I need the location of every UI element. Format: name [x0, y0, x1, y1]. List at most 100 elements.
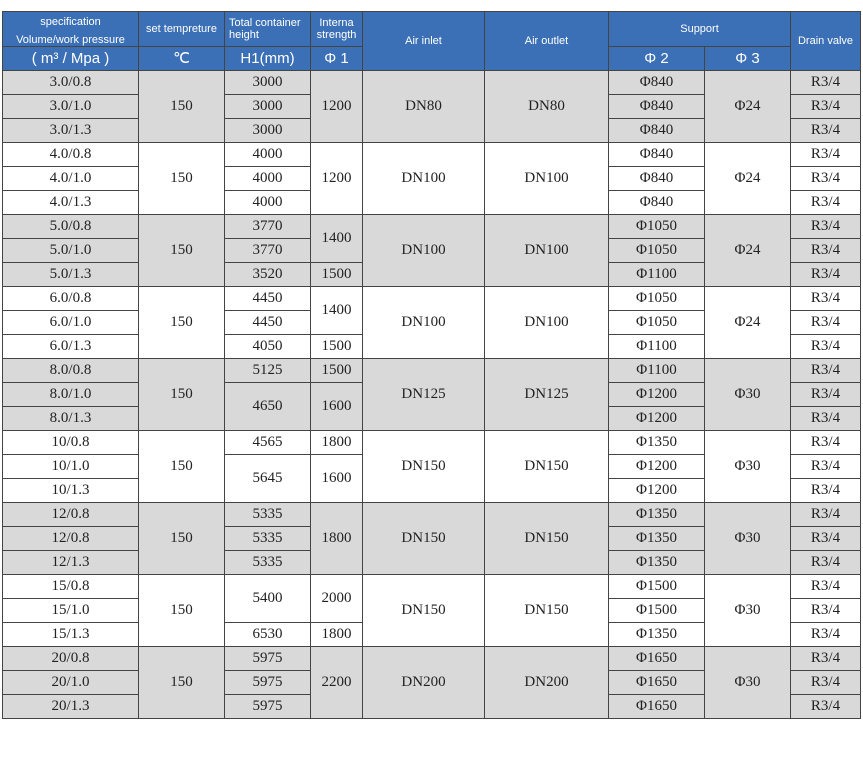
strength-cell: 1400 — [310, 286, 363, 335]
height-cell: 3000 — [224, 70, 311, 95]
support-phi3-cell: Φ30 — [704, 574, 791, 647]
strength-cell: 1800 — [310, 430, 363, 455]
spec-table: specification Volume/work pressure set t… — [2, 11, 861, 719]
table-row: 15/1.3 6530 1800 Φ1350 R3/4 — [2, 622, 861, 647]
spec-header-title: specification — [40, 16, 101, 28]
temperature-cell: 150 — [138, 646, 225, 719]
drain-valve-cell: R3/4 — [790, 526, 861, 551]
air-inlet-cell: DN100 — [362, 142, 485, 215]
support-phi2-cell: Φ840 — [608, 166, 705, 191]
height-cell: 4000 — [224, 190, 311, 215]
air-inlet-cell: DN100 — [362, 286, 485, 359]
air-outlet-cell: DN150 — [484, 502, 609, 575]
height-cell: 4565 — [224, 430, 311, 455]
height-unit: H1(mm) — [224, 46, 311, 71]
height-cell: 4650 — [224, 382, 311, 431]
table-row: 8.0/0.8 150 5125 1500 DN125 DN125 Φ1100 Φ30 R3/4 — [2, 358, 861, 431]
support-phi2-cell: Φ1200 — [608, 382, 705, 407]
support-phi2-cell: Φ1050 — [608, 214, 705, 239]
support-phi2-cell: Φ1350 — [608, 550, 705, 575]
spec-cell: 12/0.8 — [2, 502, 139, 527]
table-row: 12/0.8 5335 Φ1350 R3/4 — [2, 526, 861, 551]
strength-cell: 1500 — [310, 334, 363, 359]
spec-cell: 12/0.8 — [2, 526, 139, 551]
support-phi2-cell: Φ1200 — [608, 478, 705, 503]
support-phi3-cell: Φ30 — [704, 502, 791, 575]
support-phi2-cell: Φ1100 — [608, 334, 705, 359]
air-inlet-cell: DN200 — [362, 646, 485, 719]
support-phi2-cell: Φ840 — [608, 94, 705, 119]
drain-valve-header: Drain valve — [790, 11, 861, 71]
support-phi3-cell: Φ24 — [704, 214, 791, 287]
spec-header-subtitle: Volume/work pressure — [16, 34, 125, 46]
height-cell: 5975 — [224, 694, 311, 719]
height-cell: 5400 — [224, 574, 311, 623]
drain-valve-cell: R3/4 — [790, 286, 861, 311]
spec-cell: 12/1.3 — [2, 550, 139, 575]
air-outlet-header: Air outlet — [484, 11, 609, 71]
support-phi2-cell: Φ1050 — [608, 310, 705, 335]
spec-cell: 10/1.0 — [2, 454, 139, 479]
height-cell: 3770 — [224, 238, 311, 263]
height-cell: 5125 — [224, 358, 311, 383]
support-phi3-header: Φ 3 — [704, 46, 791, 71]
strength-cell: 1200 — [310, 70, 363, 143]
support-phi2-cell: Φ1100 — [608, 262, 705, 287]
support-phi2-cell: Φ1200 — [608, 406, 705, 431]
support-phi3-cell: Φ24 — [704, 286, 791, 359]
air-inlet-cell: DN150 — [362, 430, 485, 503]
height-cell: 4050 — [224, 334, 311, 359]
support-phi3-cell: Φ30 — [704, 646, 791, 719]
drain-valve-cell: R3/4 — [790, 214, 861, 239]
air-outlet-cell: DN200 — [484, 646, 609, 719]
temperature-header: set tempreture — [138, 11, 225, 47]
height-cell: 4000 — [224, 166, 311, 191]
table-row: 20/0.8 150 5975 2200 DN200 DN200 Φ1650 Φ30 R3/4 — [2, 646, 861, 719]
spec-cell: 15/1.3 — [2, 622, 139, 647]
air-outlet-cell: DN100 — [484, 142, 609, 215]
air-inlet-cell: DN100 — [362, 214, 485, 287]
support-phi3-cell: Φ30 — [704, 358, 791, 431]
air-outlet-cell: DN150 — [484, 574, 609, 647]
height-cell: 3000 — [224, 94, 311, 119]
support-phi2-cell: Φ1350 — [608, 622, 705, 647]
table-row: 6.0/1.3 4050 1500 Φ1100 R3/4 — [2, 334, 861, 359]
support-phi2-cell: Φ1050 — [608, 286, 705, 311]
air-outlet-cell: DN150 — [484, 430, 609, 503]
drain-valve-cell: R3/4 — [790, 622, 861, 647]
support-phi3-cell: Φ30 — [704, 430, 791, 503]
height-cell: 6530 — [224, 622, 311, 647]
drain-valve-cell: R3/4 — [790, 310, 861, 335]
support-phi2-cell: Φ1050 — [608, 238, 705, 263]
support-phi2-cell: Φ1650 — [608, 670, 705, 695]
height-cell: 3520 — [224, 262, 311, 287]
support-phi3-cell: Φ24 — [704, 142, 791, 215]
drain-valve-cell: R3/4 — [790, 478, 861, 503]
temperature-cell: 150 — [138, 502, 225, 575]
spec-cell: 4.0/0.8 — [2, 142, 139, 167]
spec-cell: 8.0/1.0 — [2, 382, 139, 407]
drain-valve-cell: R3/4 — [790, 70, 861, 95]
drain-valve-cell: R3/4 — [790, 430, 861, 455]
spec-cell: 3.0/0.8 — [2, 70, 139, 95]
spec-cell: 8.0/1.3 — [2, 406, 139, 431]
drain-valve-cell: R3/4 — [790, 142, 861, 167]
table-row: 4.0/1.0 4000 Φ840 R3/4 — [2, 166, 861, 191]
temperature-unit: ℃ — [138, 46, 225, 71]
support-phi2-cell: Φ840 — [608, 190, 705, 215]
drain-valve-cell: R3/4 — [790, 694, 861, 719]
support-header: Support — [608, 11, 791, 47]
temperature-cell: 150 — [138, 70, 225, 143]
table-row: 3.0/1.0 3000 Φ840 R3/4 — [2, 94, 861, 119]
table-row: 5.0/0.8 150 3770 1400 DN100 DN100 Φ1050 Φ24 R3/4 — [2, 214, 861, 287]
height-cell: 5645 — [224, 454, 311, 503]
spec-cell: 5.0/1.0 — [2, 238, 139, 263]
support-phi2-cell: Φ840 — [608, 70, 705, 95]
table-row: 10/1.0 5645 1600 Φ1200 R3/4 — [2, 454, 861, 503]
support-phi2-cell: Φ1650 — [608, 694, 705, 719]
strength-cell: 1400 — [310, 214, 363, 263]
spec-cell: 20/1.0 — [2, 670, 139, 695]
spec-cell: 10/1.3 — [2, 478, 139, 503]
strength-cell: 2000 — [310, 574, 363, 623]
strength-cell: 1200 — [310, 142, 363, 215]
